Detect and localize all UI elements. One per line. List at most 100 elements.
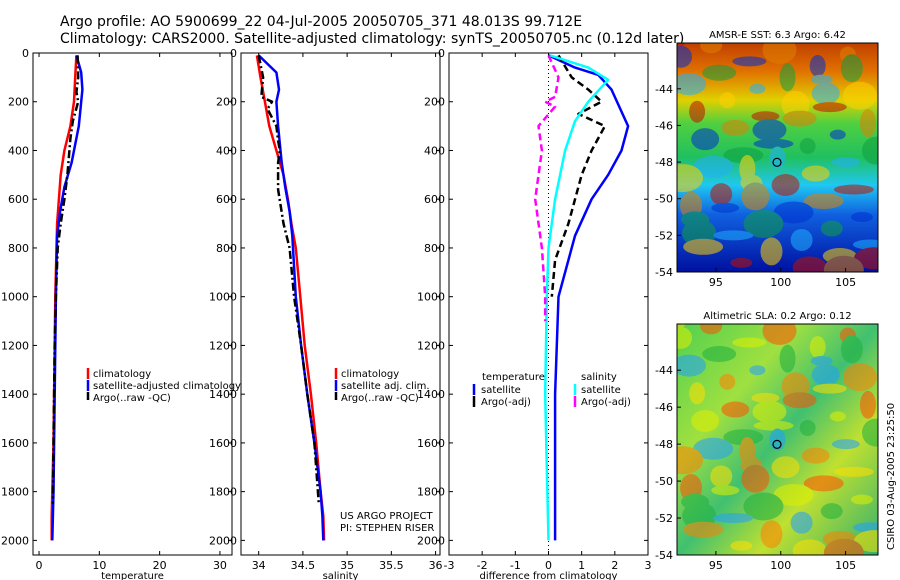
heatmap-blob [829, 411, 846, 422]
heatmap-blob [842, 363, 877, 392]
heatmap-blob [762, 324, 797, 345]
x-tick-label: 105 [835, 559, 856, 572]
y-tick-label: 200 [424, 96, 445, 109]
x-tick-label: 1 [578, 559, 585, 572]
x-tick-label: -3 [444, 559, 455, 572]
series-line [543, 54, 610, 541]
heatmap-blob [700, 324, 723, 335]
map-frame [676, 42, 879, 273]
y-tick-label: 200 [8, 96, 29, 109]
y-tick-label: 0 [438, 47, 445, 60]
heatmap-blob [683, 521, 724, 538]
heatmap-blob [693, 155, 734, 178]
x-tick-label: 35 [340, 559, 354, 572]
x-axis-label: difference from climatology [480, 571, 618, 580]
legend-label: satellite [581, 385, 621, 396]
heatmap-blob [771, 173, 800, 196]
heatmap-blob [749, 83, 766, 94]
map-frame [676, 323, 879, 556]
heatmap-blob [823, 255, 864, 272]
heatmap-blob [721, 401, 750, 418]
y-tick-label: 600 [216, 193, 237, 206]
y-tick-label: 1200 [209, 339, 237, 352]
heatmap-texture [677, 43, 878, 272]
series-line [547, 54, 630, 541]
y-tick-label: -48 [655, 438, 673, 451]
heatmap-blob [702, 64, 737, 81]
x-tick-label: 34 [252, 559, 266, 572]
y-tick-label: 200 [216, 96, 237, 109]
heatmap-blob [810, 74, 833, 85]
heatmap-blob [859, 109, 876, 138]
heatmap-blob [773, 201, 814, 224]
heatmap-blob [751, 392, 780, 403]
axes-frame-salinity [240, 52, 441, 556]
heatmap-blob [782, 110, 817, 127]
annotation-project: US ARGO PROJECT [340, 511, 434, 522]
y-tick-label: 1200 [417, 339, 445, 352]
series-line [257, 54, 325, 541]
heatmap-blob [710, 465, 733, 488]
y-tick-label: 1000 [417, 291, 445, 304]
y-tick-label: 1400 [209, 388, 237, 401]
x-tick-label: 100 [770, 276, 791, 289]
heatmap-blob [812, 383, 847, 394]
y-tick-label: 1800 [209, 486, 237, 499]
heatmap-blob [751, 111, 780, 122]
y-tick-label: 600 [8, 193, 29, 206]
heatmap-blob [719, 373, 736, 390]
heatmap-blob [852, 522, 878, 533]
heatmap-blob [809, 336, 826, 359]
heatmap-blob [811, 363, 840, 386]
x-tick-label: 34.5 [291, 559, 316, 572]
heatmap-blob [773, 483, 814, 506]
figure-title-line1: Argo profile: AO 5900699_22 04-Jul-2005 … [60, 14, 583, 30]
heatmap-blob [799, 138, 816, 155]
legend-label: satellite [481, 385, 521, 396]
x-tick-label: -1 [510, 559, 521, 572]
legend-label: Argo(..raw -QC) [341, 393, 419, 404]
y-tick-label: -46 [655, 401, 673, 414]
heatmap-blob [743, 209, 784, 238]
y-tick-label: 1000 [209, 291, 237, 304]
legend-label: Argo(-adj) [581, 397, 631, 408]
heatmap-blob [820, 220, 843, 237]
heatmap-blob [850, 212, 873, 223]
y-tick-label: -54 [655, 549, 673, 562]
x-tick-label: 20 [153, 559, 167, 572]
heatmap-blob [741, 464, 770, 493]
y-tick-label: 400 [8, 144, 29, 157]
y-tick-label: 2000 [1, 534, 29, 547]
heatmap-blob [719, 92, 736, 109]
x-tick-label: 36 [429, 559, 443, 572]
heatmap-blob [677, 164, 704, 193]
heatmap-blob [683, 238, 724, 255]
heatmap-blob [710, 183, 733, 206]
x-tick-label: 105 [835, 276, 856, 289]
y-tick-label: -48 [655, 156, 673, 169]
heatmap-blob [801, 447, 830, 464]
heatmap-blob [842, 81, 877, 110]
axes-frame-difference [448, 52, 649, 556]
heatmap-blob [829, 129, 846, 140]
panel-sst_map: AMSR-E SST: 6.3 Argo: 6.42 -44 -46 -48 -50 -5… [655, 30, 879, 289]
y-tick-label: -50 [655, 475, 673, 488]
y-tick-label: -44 [655, 364, 673, 377]
x-tick-label: -2 [477, 559, 488, 572]
y-tick-label: 1400 [417, 388, 445, 401]
legend-label: climatology [93, 369, 151, 380]
axes-frame-temperature [32, 52, 233, 556]
heatmap-blob [739, 437, 756, 466]
legend-label: satellite-adjusted climatology [93, 381, 241, 392]
y-tick-label: 800 [424, 242, 445, 255]
x-axis-label: salinity [323, 571, 359, 580]
heatmap-blob [752, 119, 787, 142]
heatmap-blob [820, 503, 843, 520]
heatmap-blob [723, 429, 764, 446]
heatmap-blob [711, 202, 740, 213]
y-tick-label: 400 [424, 144, 445, 157]
heatmap-blob [713, 230, 754, 241]
heatmap-blob [803, 193, 844, 210]
